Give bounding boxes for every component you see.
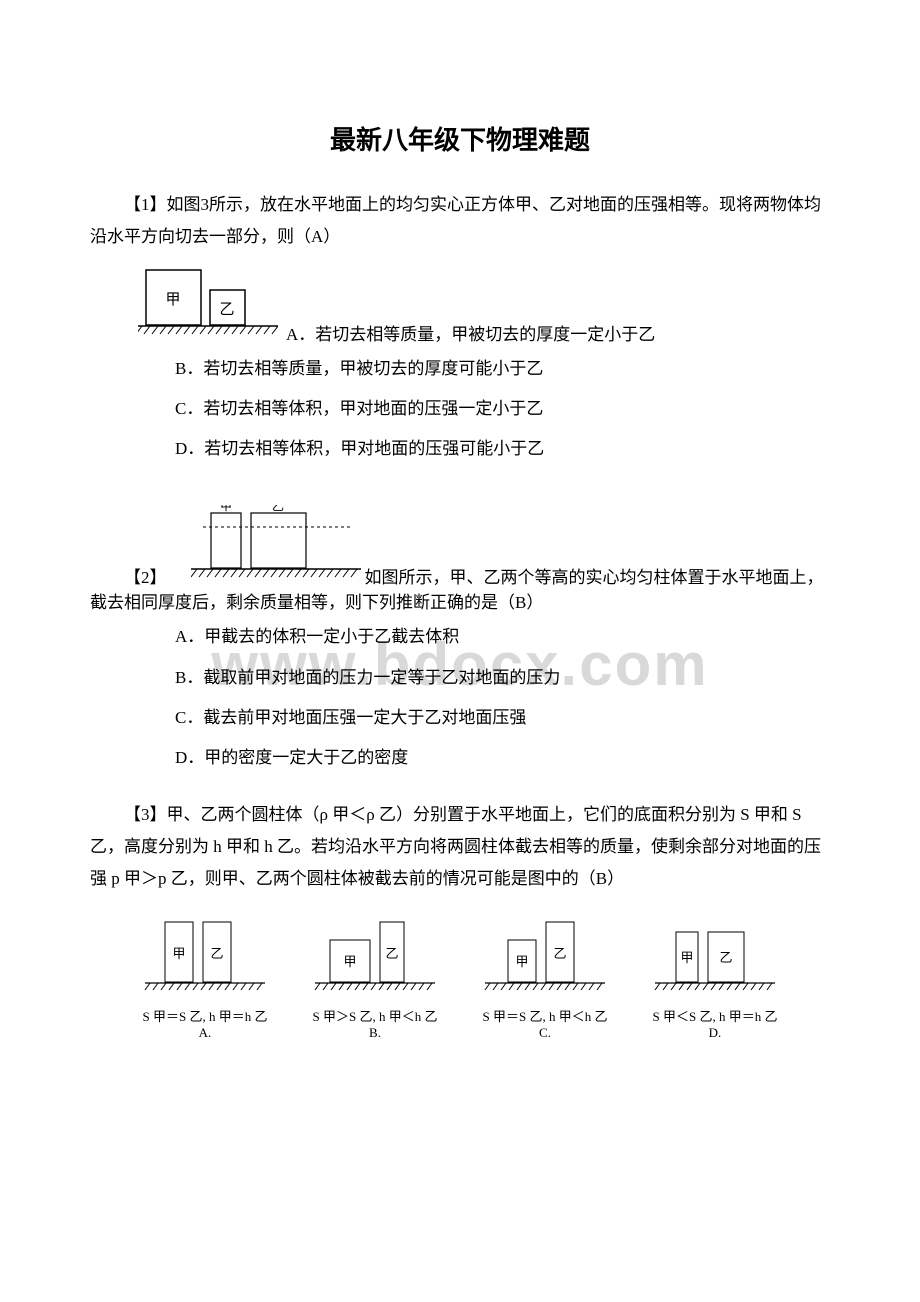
q1-fig-label-b: 乙 [219,302,234,318]
q3c-label: C. [480,1025,610,1041]
q1-intro: 【1】如图3所示，放在水平地面上的均匀实心正方体甲、乙对地面的压强相等。现将两物… [90,189,830,254]
q1-option-a: A．若切去相等质量，甲被切去的厚度一定小于乙 [286,325,655,344]
page-content: 最新八年级下物理难题 【1】如图3所示，放在水平地面上的均匀实心正方体甲、乙对地… [90,120,830,1041]
q3c-label-b: 乙 [553,946,566,961]
q1-option-c: C．若切去相等体积，甲对地面的压强一定小于乙 [175,393,830,425]
q3-fig-d: 甲 乙 S 甲＜S 乙, h 甲＝h 乙 D. [650,912,780,1041]
q2-option-a: A．甲截去的体积一定小于乙截去体积 [175,621,830,653]
q3-intro: 【3】甲、乙两个圆柱体（ρ 甲＜ρ 乙）分别置于水平地面上，它们的底面积分别为 … [90,799,830,896]
q1-option-b: B．若切去相等质量，甲被切去的厚度可能小于乙 [175,353,830,385]
question-2: 【2】 甲 乙 [90,505,830,774]
q3b-label-a: 甲 [343,954,356,969]
q3c-cond: S 甲＝S 乙, h 甲＜h 乙 [480,1006,610,1025]
q3d-label-b: 乙 [719,950,732,965]
q3-fig-c: 甲 乙 S 甲＝S 乙, h 甲＜h 乙 C. [480,912,610,1041]
q3d-cond: S 甲＜S 乙, h 甲＝h 乙 [650,1006,780,1025]
q1-figure: 甲 乙 [138,262,278,345]
q3-fig-b: 甲 乙 S 甲＞S 乙, h 甲＜h 乙 B. [310,912,440,1041]
q3-figure-row: 甲 乙 S 甲＝S 乙, h 甲＝h 乙 A. 甲 乙 [90,912,830,1041]
q3a-label-b: 乙 [210,946,223,961]
q3d-label: D. [650,1025,780,1041]
q2-fig-label-a: 甲 [219,505,231,513]
q1-fig-label-a: 甲 [165,292,180,308]
hatch [138,326,278,334]
q2-fig-label-b: 乙 [271,505,283,513]
q3-fig-a: 甲 乙 S 甲＝S 乙, h 甲＝h 乙 A. [140,912,270,1041]
q1-option-d: D．若切去相等体积，甲对地面的压强可能小于乙 [175,433,830,465]
q3d-label-a: 甲 [680,950,693,965]
q2-option-d: D．甲的密度一定大于乙的密度 [175,742,830,774]
q2-option-c: C．截去前甲对地面压强一定大于乙对地面压强 [175,702,830,734]
page-title: 最新八年级下物理难题 [90,120,830,157]
q3b-cond: S 甲＞S 乙, h 甲＜h 乙 [310,1006,440,1025]
q3a-cond: S 甲＝S 乙, h 甲＝h 乙 [140,1006,270,1025]
q3b-label: B. [310,1025,440,1041]
q3a-label-a: 甲 [172,946,185,961]
q2-option-b: B．截取前甲对地面的压力一定等于乙对地面的压力 [175,662,830,694]
question-3: 【3】甲、乙两个圆柱体（ρ 甲＜ρ 乙）分别置于水平地面上，它们的底面积分别为 … [90,799,830,1041]
q2-figure: 甲 乙 [191,505,361,588]
q3a-label: A. [140,1025,270,1041]
question-1: 【1】如图3所示，放在水平地面上的均匀实心正方体甲、乙对地面的压强相等。现将两物… [90,189,830,465]
q3c-label-a: 甲 [515,954,528,969]
q3b-label-b: 乙 [385,946,398,961]
hatch [191,569,357,577]
q2-number: 【2】 [124,568,167,587]
